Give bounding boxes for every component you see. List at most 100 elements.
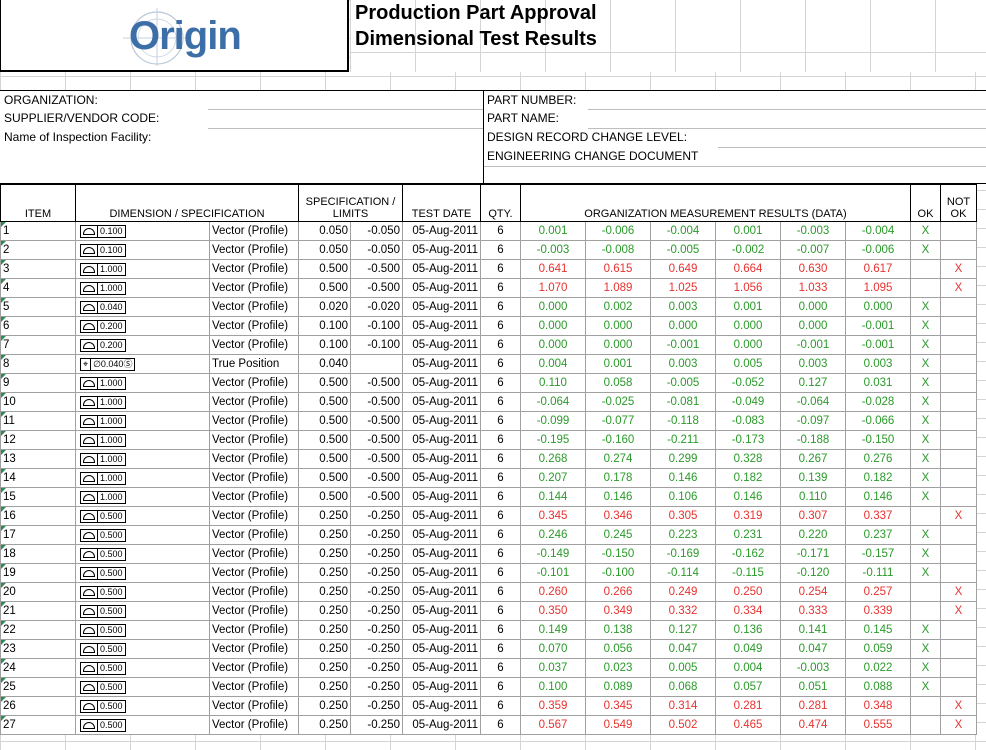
cell-not-ok[interactable]: X bbox=[940, 506, 977, 526]
cell-qty[interactable]: 6 bbox=[480, 487, 521, 507]
cell-test-date[interactable]: 05-Aug-2011 bbox=[402, 582, 481, 602]
cell-ok[interactable]: X bbox=[910, 544, 941, 564]
cell-measurement[interactable]: 0.268 bbox=[520, 449, 586, 469]
cell-measurement[interactable]: 0.319 bbox=[715, 506, 781, 526]
cell-upper-limit[interactable]: 0.250 bbox=[298, 601, 351, 621]
cell-lower-limit[interactable]: -0.050 bbox=[350, 240, 403, 260]
cell-test-date[interactable]: 05-Aug-2011 bbox=[402, 620, 481, 640]
cell-upper-limit[interactable]: 0.500 bbox=[298, 487, 351, 507]
cell-measurement[interactable]: 0.000 bbox=[715, 335, 781, 355]
cell-upper-limit[interactable]: 0.500 bbox=[298, 278, 351, 298]
cell-test-date[interactable]: 05-Aug-2011 bbox=[402, 639, 481, 659]
cell-qty[interactable]: 6 bbox=[480, 392, 521, 412]
cell-description[interactable]: Vector (Profile) bbox=[209, 677, 299, 697]
cell-test-date[interactable]: 05-Aug-2011 bbox=[402, 544, 481, 564]
cell-upper-limit[interactable]: 0.500 bbox=[298, 449, 351, 469]
cell-qty[interactable]: 6 bbox=[480, 677, 521, 697]
cell-measurement[interactable]: -0.001 bbox=[650, 335, 716, 355]
cell-test-date[interactable]: 05-Aug-2011 bbox=[402, 696, 481, 716]
cell-measurement[interactable]: 1.056 bbox=[715, 278, 781, 298]
cell-description[interactable]: Vector (Profile) bbox=[209, 430, 299, 450]
cell-upper-limit[interactable]: 0.250 bbox=[298, 715, 351, 735]
cell-not-ok[interactable] bbox=[940, 620, 977, 640]
cell-measurement[interactable]: 0.056 bbox=[585, 639, 651, 659]
cell-measurement[interactable]: 0.070 bbox=[520, 639, 586, 659]
cell-measurement[interactable]: -0.049 bbox=[715, 392, 781, 412]
cell-measurement[interactable]: 0.332 bbox=[650, 601, 716, 621]
cell-measurement[interactable]: 0.182 bbox=[715, 468, 781, 488]
cell-not-ok[interactable]: X bbox=[940, 278, 977, 298]
cell-lower-limit[interactable]: -0.250 bbox=[350, 715, 403, 735]
cell-measurement[interactable]: 0.037 bbox=[520, 658, 586, 678]
cell-measurement[interactable]: 0.051 bbox=[780, 677, 846, 697]
cell-measurement[interactable]: -0.064 bbox=[520, 392, 586, 412]
cell-measurement[interactable]: 0.178 bbox=[585, 468, 651, 488]
cell-test-date[interactable]: 05-Aug-2011 bbox=[402, 335, 481, 355]
cell-description[interactable]: Vector (Profile) bbox=[209, 658, 299, 678]
cell-qty[interactable]: 6 bbox=[480, 696, 521, 716]
cell-measurement[interactable]: 0.089 bbox=[585, 677, 651, 697]
cell-item[interactable]: 9 bbox=[0, 373, 76, 393]
cell-not-ok[interactable] bbox=[940, 297, 977, 317]
cell-tolerance-frame[interactable]: 0.500 bbox=[75, 715, 210, 735]
cell-tolerance-frame[interactable]: 0.500 bbox=[75, 544, 210, 564]
cell-measurement[interactable]: 0.276 bbox=[845, 449, 911, 469]
cell-qty[interactable]: 6 bbox=[480, 639, 521, 659]
cell-measurement[interactable]: 0.502 bbox=[650, 715, 716, 735]
cell-lower-limit[interactable]: -0.100 bbox=[350, 335, 403, 355]
cell-measurement[interactable]: 1.025 bbox=[650, 278, 716, 298]
cell-measurement[interactable]: 0.349 bbox=[585, 601, 651, 621]
cell-measurement[interactable]: 0.146 bbox=[845, 487, 911, 507]
cell-measurement[interactable]: -0.008 bbox=[585, 240, 651, 260]
cell-item[interactable]: 18 bbox=[0, 544, 76, 564]
cell-description[interactable]: Vector (Profile) bbox=[209, 392, 299, 412]
cell-measurement[interactable]: 0.345 bbox=[585, 696, 651, 716]
cell-test-date[interactable]: 05-Aug-2011 bbox=[402, 373, 481, 393]
cell-qty[interactable]: 6 bbox=[480, 582, 521, 602]
cell-description[interactable]: Vector (Profile) bbox=[209, 620, 299, 640]
cell-measurement[interactable]: 0.245 bbox=[585, 525, 651, 545]
cell-lower-limit[interactable]: -0.500 bbox=[350, 278, 403, 298]
cell-description[interactable]: Vector (Profile) bbox=[209, 601, 299, 621]
cell-upper-limit[interactable]: 0.250 bbox=[298, 582, 351, 602]
cell-lower-limit[interactable] bbox=[350, 354, 403, 374]
cell-measurement[interactable]: 0.003 bbox=[650, 354, 716, 374]
cell-qty[interactable]: 6 bbox=[480, 468, 521, 488]
cell-test-date[interactable]: 05-Aug-2011 bbox=[402, 658, 481, 678]
cell-measurement[interactable]: -0.003 bbox=[780, 221, 846, 241]
cell-description[interactable]: Vector (Profile) bbox=[209, 582, 299, 602]
cell-measurement[interactable]: 0.127 bbox=[780, 373, 846, 393]
cell-tolerance-frame[interactable]: 1.000 bbox=[75, 468, 210, 488]
cell-qty[interactable]: 6 bbox=[480, 658, 521, 678]
cell-test-date[interactable]: 05-Aug-2011 bbox=[402, 221, 481, 241]
cell-measurement[interactable]: 0.145 bbox=[845, 620, 911, 640]
cell-qty[interactable]: 6 bbox=[480, 601, 521, 621]
cell-upper-limit[interactable]: 0.250 bbox=[298, 658, 351, 678]
cell-measurement[interactable]: 1.095 bbox=[845, 278, 911, 298]
cell-lower-limit[interactable]: -0.500 bbox=[350, 373, 403, 393]
cell-qty[interactable]: 6 bbox=[480, 563, 521, 583]
cell-measurement[interactable]: 0.005 bbox=[650, 658, 716, 678]
cell-measurement[interactable]: 0.001 bbox=[585, 354, 651, 374]
cell-lower-limit[interactable]: -0.250 bbox=[350, 525, 403, 545]
cell-measurement[interactable]: -0.118 bbox=[650, 411, 716, 431]
cell-measurement[interactable]: 0.139 bbox=[780, 468, 846, 488]
cell-measurement[interactable]: 0.350 bbox=[520, 601, 586, 621]
cell-item[interactable]: 2 bbox=[0, 240, 76, 260]
cell-upper-limit[interactable]: 0.500 bbox=[298, 430, 351, 450]
cell-qty[interactable]: 6 bbox=[480, 316, 521, 336]
cell-tolerance-frame[interactable]: 0.200 bbox=[75, 316, 210, 336]
cell-measurement[interactable]: -0.211 bbox=[650, 430, 716, 450]
cell-qty[interactable]: 6 bbox=[480, 430, 521, 450]
cell-measurement[interactable]: 0.023 bbox=[585, 658, 651, 678]
cell-test-date[interactable]: 05-Aug-2011 bbox=[402, 278, 481, 298]
cell-test-date[interactable]: 05-Aug-2011 bbox=[402, 411, 481, 431]
cell-measurement[interactable]: 0.345 bbox=[520, 506, 586, 526]
cell-measurement[interactable]: -0.120 bbox=[780, 563, 846, 583]
cell-test-date[interactable]: 05-Aug-2011 bbox=[402, 297, 481, 317]
cell-measurement[interactable]: 0.000 bbox=[585, 335, 651, 355]
cell-tolerance-frame[interactable]: 1.000 bbox=[75, 278, 210, 298]
cell-measurement[interactable]: 0.549 bbox=[585, 715, 651, 735]
cell-measurement[interactable]: 0.474 bbox=[780, 715, 846, 735]
cell-measurement[interactable]: 0.000 bbox=[650, 316, 716, 336]
